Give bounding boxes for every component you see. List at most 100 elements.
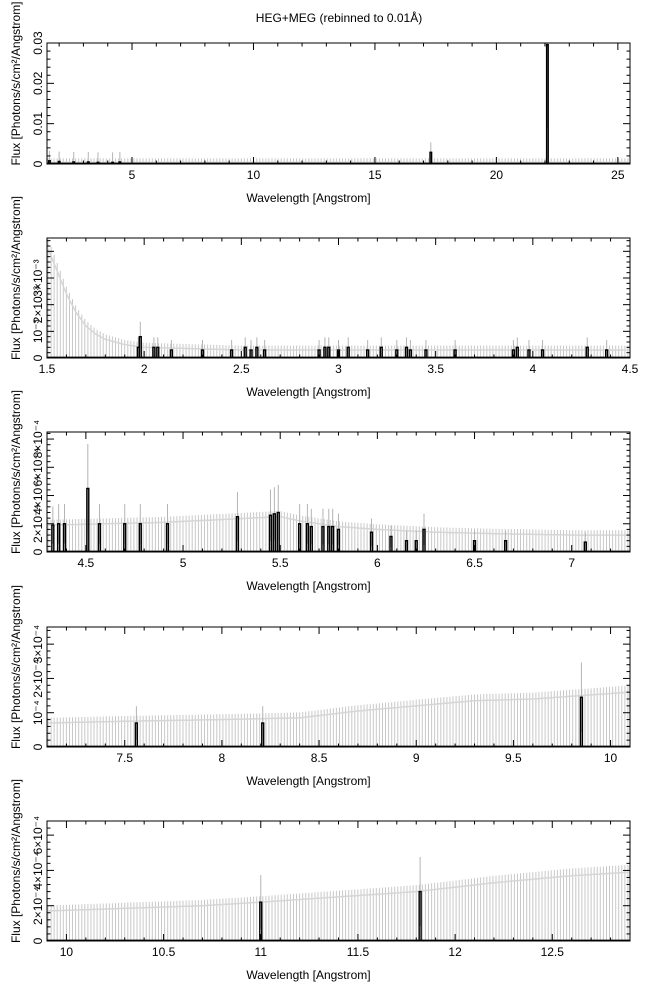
x-tick-label: 6.5 xyxy=(466,556,483,570)
plot-area xyxy=(47,43,630,164)
histogram-bin xyxy=(545,43,549,164)
histogram-bin xyxy=(527,349,531,358)
x-tick-label: 10.5 xyxy=(152,945,176,959)
y-axis-label: Flux [Photons/s/cm²/Angstrom] xyxy=(9,779,23,943)
histogram-bin xyxy=(321,525,325,552)
x-tick-label: 4.5 xyxy=(78,556,95,570)
histogram-bin xyxy=(408,349,413,358)
y-tick-label: 6×10⁻⁴ xyxy=(31,448,45,487)
x-axis-label: Wavelength [Angstrom] xyxy=(246,191,370,205)
x-tick-label: 10 xyxy=(60,945,74,959)
x-tick-label: 2 xyxy=(141,362,148,376)
continuum-envelope xyxy=(47,245,629,351)
y-tick-label: 10⁻⁴ xyxy=(31,700,45,725)
x-tick-label: 12 xyxy=(448,945,462,959)
histogram-bin xyxy=(261,722,265,747)
histogram-bin xyxy=(138,335,142,358)
histogram-bin xyxy=(429,151,433,164)
histogram-bin xyxy=(235,516,240,552)
x-axis-label: Wavelength [Angstrom] xyxy=(246,968,370,982)
x-tick-label: 3 xyxy=(335,362,342,376)
x-tick-label: 20 xyxy=(490,168,504,182)
histogram-bin xyxy=(336,349,341,358)
y-tick-label: 10⁻³ xyxy=(31,319,45,343)
histogram-bin xyxy=(365,349,370,358)
x-axis-label: Wavelength [Angstrom] xyxy=(246,774,370,788)
x-tick-label: 11 xyxy=(255,945,268,959)
x-tick-label: 7.5 xyxy=(116,751,133,765)
x-tick-label: 2.5 xyxy=(233,362,250,376)
histogram-bin xyxy=(418,890,422,941)
histogram-bin xyxy=(404,540,409,552)
histogram-bin xyxy=(200,349,205,358)
x-tick-label: 5 xyxy=(180,556,187,570)
histogram-bin xyxy=(262,349,267,358)
x-tick-label: 5.5 xyxy=(272,556,289,570)
histogram-bin xyxy=(453,349,457,358)
histogram-bin xyxy=(62,523,67,552)
error-bars xyxy=(47,685,629,747)
histogram-bin xyxy=(272,513,277,552)
y-tick-label: 0.02 xyxy=(31,71,45,95)
histogram-bin xyxy=(511,349,516,358)
y-tick-label: 2×10⁻³ xyxy=(31,286,45,323)
y-axis-label: Flux [Photons/s/cm²/Angstrom] xyxy=(9,390,23,554)
x-tick-label: 10 xyxy=(604,751,618,765)
histogram-bin xyxy=(123,523,127,552)
plot-area xyxy=(47,662,630,747)
x-tick-label: 7 xyxy=(568,556,575,570)
y-axis-label: Flux [Photons/s/cm²/Angstrom] xyxy=(9,585,23,749)
panel-1: 5 10 15 20 25 0 0.01 0.02 0.03 Wavelength [Angstr… xyxy=(9,1,631,205)
histogram-bin xyxy=(138,523,142,552)
y-tick-label: 3×10⁻³ xyxy=(31,259,45,296)
histogram-bin xyxy=(165,523,170,552)
y-tick-label: 0 xyxy=(31,743,45,750)
histogram-bin xyxy=(56,523,61,552)
histogram-bin xyxy=(331,525,335,552)
histogram-bin xyxy=(169,349,174,358)
histogram-bin xyxy=(86,487,90,552)
plot-frame xyxy=(46,820,631,942)
x-tick-label: 10 xyxy=(247,168,261,182)
plot-area xyxy=(47,239,630,358)
histogram-bin xyxy=(305,523,310,552)
x-tick-label: 3.5 xyxy=(427,362,444,376)
x-tick-label: 9.5 xyxy=(505,751,522,765)
y-tick-label: 6×10⁻⁴ xyxy=(31,816,45,855)
y-tick-label: 2×10⁻⁴ xyxy=(31,504,45,543)
histogram-bin xyxy=(395,349,399,358)
x-tick-label: 5 xyxy=(129,168,136,182)
histogram-bin xyxy=(540,349,545,358)
y-tick-label: 0 xyxy=(31,160,45,167)
error-bars xyxy=(47,239,629,358)
histogram-bin xyxy=(229,349,234,358)
y-tick-label: 4×10⁻⁴ xyxy=(31,476,45,515)
panel-2: 1.5 2 2.5 3 3.5 4 4.5 0 10⁻³2×10⁻³3×10⁻³ Waveleng… xyxy=(9,196,639,399)
plot-area xyxy=(47,444,630,552)
x-tick-label: 9 xyxy=(413,751,420,765)
continuum-envelope xyxy=(47,691,630,724)
x-tick-label: 8.5 xyxy=(311,751,328,765)
histogram-bin xyxy=(97,523,102,552)
x-tick-label: 1.5 xyxy=(39,362,56,376)
x-axis-label: Wavelength [Angstrom] xyxy=(246,579,370,593)
histogram-bin xyxy=(472,540,477,552)
y-tick-label: 4×10⁻⁴ xyxy=(31,851,45,890)
y-axis-label: Flux [Photons/s/cm²/Angstrom] xyxy=(9,1,23,165)
histogram-bin xyxy=(297,523,302,552)
x-tick-label: 4.5 xyxy=(622,362,639,376)
panel-4: 7.5 8 8.5 9 9.5 10 0 10⁻⁴ 2×10⁻⁴3×10⁻⁴ Wavelength… xyxy=(9,585,631,788)
x-tick-label: 11.5 xyxy=(347,945,370,959)
x-tick-label: 6 xyxy=(374,556,381,570)
panel-5: 10 10.5 11 11.5 12 12.5 0 2×10⁻⁴4×10⁻⁴6×10⁻⁴ Wav… xyxy=(9,779,631,982)
error-bars xyxy=(47,864,629,941)
plot-frame xyxy=(46,42,631,165)
y-tick-label: 0 xyxy=(31,354,45,361)
histogram-bin xyxy=(503,540,508,552)
y-tick-label: 2×10⁻⁴ xyxy=(31,886,45,925)
histogram-bin xyxy=(605,349,609,358)
x-tick-label: 4 xyxy=(529,362,536,376)
panel-3: 4.5 5 5.5 6 6.5 7 0 2×10⁻⁴4×10⁻⁴6×10⁻⁴8×10⁻⁴ Wav… xyxy=(9,390,631,593)
x-axis-label: Wavelength [Angstrom] xyxy=(246,385,370,399)
